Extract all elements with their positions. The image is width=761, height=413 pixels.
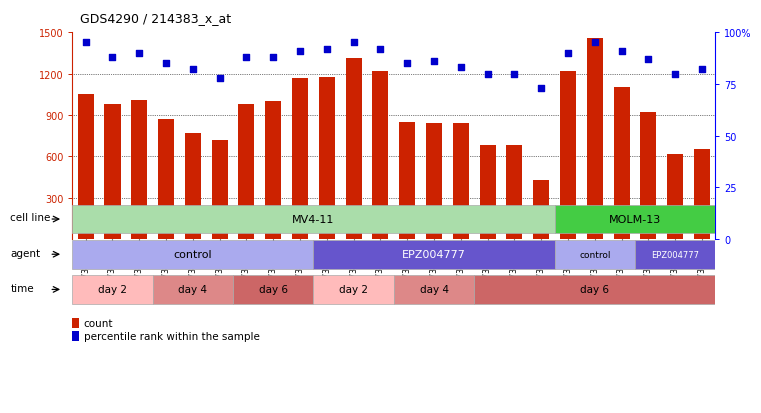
Bar [640, 113, 657, 240]
Point [562, 50, 574, 57]
Point [80, 40, 92, 47]
Bar [131, 100, 148, 240]
Bar [319, 78, 335, 240]
Bar [667, 154, 683, 240]
Text: control: control [174, 249, 212, 260]
Bar [238, 104, 254, 240]
Bar [474, 275, 715, 304]
Point [320, 46, 333, 53]
Bar [345, 59, 361, 240]
Text: day 4: day 4 [178, 285, 207, 295]
Bar [394, 275, 474, 304]
Point [240, 55, 253, 61]
Point [401, 61, 413, 67]
Point [508, 71, 521, 78]
Text: MV4-11: MV4-11 [292, 214, 335, 225]
Text: percentile rank within the sample: percentile rank within the sample [84, 332, 260, 342]
Bar [153, 275, 233, 304]
Bar [292, 78, 308, 240]
Bar [400, 123, 416, 240]
Bar [185, 133, 201, 240]
Bar [587, 38, 603, 240]
Bar [314, 275, 394, 304]
Bar [104, 104, 120, 240]
Point [669, 71, 681, 78]
Text: cell line: cell line [10, 213, 51, 223]
Bar [555, 205, 715, 234]
Bar [265, 102, 282, 240]
Text: count: count [84, 318, 113, 328]
Bar [694, 150, 710, 240]
Point [186, 67, 199, 74]
Point [616, 48, 628, 55]
Point [589, 40, 601, 47]
Bar [314, 240, 555, 269]
Bar [560, 72, 576, 240]
Point [294, 48, 306, 55]
Text: day 6: day 6 [259, 285, 288, 295]
Point [133, 50, 145, 57]
Text: GDS4290 / 214383_x_at: GDS4290 / 214383_x_at [80, 12, 231, 25]
Bar [372, 72, 388, 240]
Text: agent: agent [10, 248, 40, 258]
Bar [72, 240, 314, 269]
Bar [72, 318, 79, 328]
Bar [212, 140, 228, 240]
Text: day 6: day 6 [581, 285, 610, 295]
Point [214, 75, 226, 82]
Bar [533, 180, 549, 240]
Point [696, 67, 708, 74]
Text: EPZ004777: EPZ004777 [651, 250, 699, 259]
Point [374, 46, 387, 53]
Point [455, 65, 467, 71]
Point [267, 55, 279, 61]
Point [642, 57, 654, 63]
Point [535, 85, 547, 92]
Text: day 4: day 4 [419, 285, 448, 295]
Bar [158, 120, 174, 240]
Bar [555, 240, 635, 269]
Text: control: control [579, 250, 610, 259]
Text: day 2: day 2 [98, 285, 127, 295]
Bar [506, 146, 522, 240]
Point [107, 55, 119, 61]
Point [428, 59, 440, 65]
Bar [635, 240, 715, 269]
Bar [78, 95, 94, 240]
Text: time: time [10, 283, 34, 293]
Text: day 2: day 2 [339, 285, 368, 295]
Bar [72, 205, 555, 234]
Bar [613, 88, 629, 240]
Bar [233, 275, 314, 304]
Point [160, 61, 172, 67]
Text: MOLM-13: MOLM-13 [609, 214, 661, 225]
Point [482, 71, 494, 78]
Bar [479, 146, 495, 240]
Bar [453, 124, 469, 240]
Bar [426, 124, 442, 240]
Text: EPZ004777: EPZ004777 [402, 249, 466, 260]
Point [348, 40, 360, 47]
Bar [72, 275, 153, 304]
Bar [72, 331, 79, 341]
